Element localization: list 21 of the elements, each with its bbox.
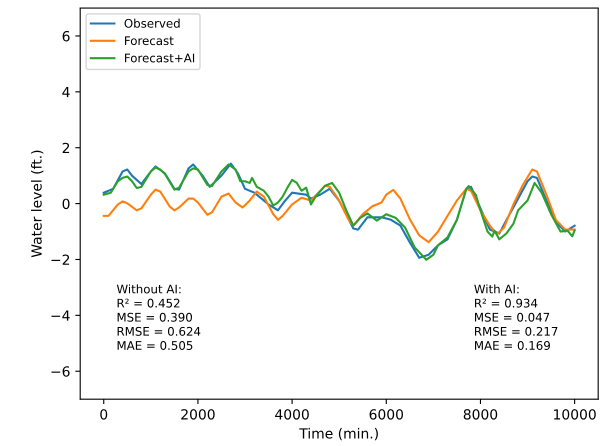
- y-tick-label: 2: [62, 142, 70, 153]
- y-tick-label: −4: [51, 310, 70, 321]
- x-axis-title: Time (min.): [299, 428, 378, 440]
- x-tick-label: 8000: [464, 409, 498, 420]
- x-tick-label: 6000: [370, 409, 404, 420]
- y-tick-label: 0: [62, 198, 70, 210]
- y-tick-label: 4: [62, 86, 70, 98]
- x-tick-label: 4000: [275, 409, 309, 420]
- legend-label: Forecast+AI: [125, 54, 194, 62]
- x-tick-label: 2000: [181, 409, 215, 420]
- legend-label: Observed: [124, 18, 180, 28]
- annotation: Without AI: R² = 0.452 MSE = 0.390 RMSE = 0.624 MAE = 0.505: [116, 284, 200, 350]
- y-tick-label: 6: [62, 30, 70, 42]
- line-series: [102, 168, 576, 244]
- y-tick-label: −6: [51, 366, 70, 377]
- x-tick-label: 0: [100, 409, 108, 420]
- x-tick-label: 10000: [554, 409, 596, 420]
- legend-label: Forecast: [125, 36, 174, 46]
- y-tick-label: −2: [51, 254, 70, 265]
- y-axis-title: Water level (ft.): [31, 150, 44, 258]
- annotation: With AI: R² = 0.934 MSE = 0.047 RMSE = 0.217 MAE = 0.169: [474, 284, 558, 350]
